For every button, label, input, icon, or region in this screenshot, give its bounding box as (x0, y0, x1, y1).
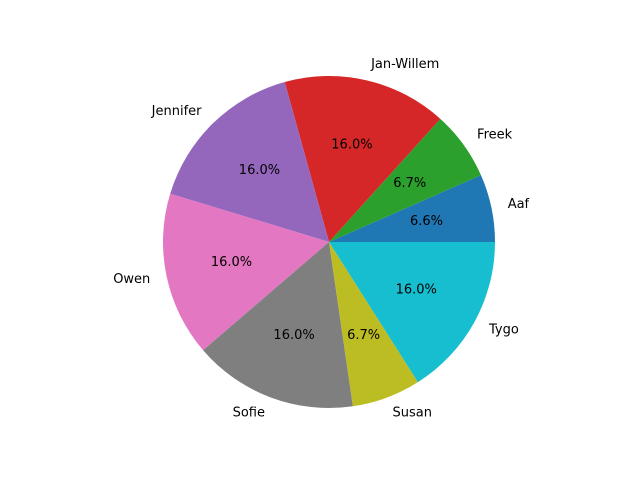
pie-pct-label-freek: 6.7% (393, 176, 426, 191)
pie-pct-label-owen: 16.0% (211, 255, 252, 270)
pie-label-tygo: Tygo (488, 322, 519, 337)
pie-label-jan-willem: Jan-Willem (370, 57, 439, 72)
pie-label-aaf: Aaf (508, 197, 530, 212)
pie-outer-labels: Aaf Freek Jan-Willem Jennifer Owen Sofie Susan… (113, 57, 529, 421)
pie-slice-owen (163, 193, 329, 351)
pie-pct-label-jan-willem: 16.0% (331, 138, 372, 153)
pie-label-owen: Owen (113, 272, 150, 287)
pie-slices (163, 75, 495, 409)
pie-slice-sofie (203, 242, 353, 409)
pie-label-jennifer: Jennifer (151, 104, 202, 119)
pie-pct-label-jennifer: 16.0% (239, 163, 280, 178)
pie-slice-tygo (329, 242, 495, 383)
pie-slice-jennifer (170, 82, 329, 243)
pie-label-freek: Freek (477, 128, 513, 143)
pie-percent-labels: 6.6% 6.7% 16.0% 16.0% 16.0% 16.0% 6.7% 16.0% (211, 138, 443, 343)
pie-slice-freek (329, 118, 481, 242)
pie-pct-label-aaf: 6.6% (410, 214, 443, 229)
pie-pct-label-sofie: 16.0% (273, 328, 314, 343)
pie-slice-aaf (329, 175, 495, 242)
pie-slice-susan (329, 242, 418, 407)
pie-label-susan: Susan (392, 406, 431, 421)
pie-pct-label-tygo: 16.0% (396, 282, 437, 297)
pie-slice-jan-willem (284, 75, 441, 243)
pie-pct-label-susan: 6.7% (347, 328, 380, 343)
pie-label-sofie: Sofie (233, 406, 265, 421)
